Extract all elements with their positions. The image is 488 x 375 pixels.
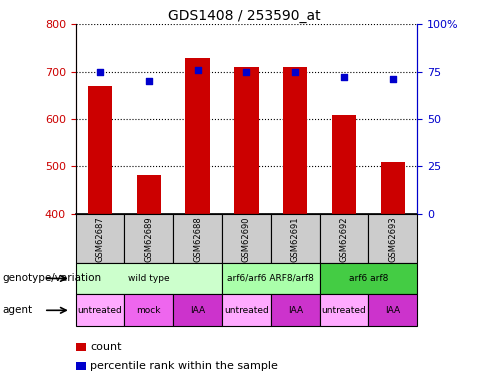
Bar — [368, 214, 417, 262]
Bar — [283, 67, 307, 214]
Point — [145, 78, 153, 84]
Bar — [76, 262, 222, 294]
Text: arf6/arf6 ARF8/arf8: arf6/arf6 ARF8/arf8 — [227, 274, 314, 283]
Bar — [76, 294, 124, 326]
Text: GSM62690: GSM62690 — [242, 216, 251, 262]
Bar — [185, 58, 210, 214]
Bar — [320, 214, 368, 262]
Bar — [137, 175, 161, 214]
Text: untreated: untreated — [224, 306, 269, 315]
Bar — [173, 214, 222, 262]
Bar — [173, 294, 222, 326]
Bar — [222, 214, 271, 262]
Text: GSM62688: GSM62688 — [193, 216, 202, 262]
Point — [96, 69, 104, 75]
Text: percentile rank within the sample: percentile rank within the sample — [90, 361, 278, 370]
Text: GSM62689: GSM62689 — [144, 216, 153, 262]
Bar — [234, 67, 259, 214]
Bar — [76, 214, 124, 262]
Point — [291, 69, 299, 75]
Point — [194, 67, 202, 73]
Point — [389, 76, 397, 82]
Bar — [320, 262, 417, 294]
Text: agent: agent — [2, 305, 33, 315]
Text: IAA: IAA — [386, 306, 400, 315]
Text: genotype/variation: genotype/variation — [2, 273, 102, 284]
Bar — [124, 294, 173, 326]
Bar — [381, 162, 405, 214]
Text: arf6 arf8: arf6 arf8 — [349, 274, 388, 283]
Bar — [222, 294, 271, 326]
Point — [243, 69, 250, 75]
Bar — [271, 294, 320, 326]
Text: count: count — [90, 342, 122, 352]
Text: untreated: untreated — [78, 306, 122, 315]
Point — [340, 74, 348, 80]
Bar — [320, 294, 368, 326]
Text: GSM62693: GSM62693 — [388, 216, 397, 262]
Text: GSM62687: GSM62687 — [96, 216, 104, 262]
Text: GDS1408 / 253590_at: GDS1408 / 253590_at — [168, 9, 320, 23]
Bar — [222, 262, 320, 294]
Bar — [88, 86, 112, 214]
Text: untreated: untreated — [322, 306, 366, 315]
Text: wild type: wild type — [128, 274, 170, 283]
Text: GSM62692: GSM62692 — [340, 216, 348, 262]
Text: GSM62691: GSM62691 — [291, 216, 300, 262]
Text: IAA: IAA — [288, 306, 303, 315]
Bar — [271, 214, 320, 262]
Text: IAA: IAA — [190, 306, 205, 315]
Bar — [368, 294, 417, 326]
Text: mock: mock — [137, 306, 161, 315]
Bar — [332, 115, 356, 214]
Bar — [124, 214, 173, 262]
